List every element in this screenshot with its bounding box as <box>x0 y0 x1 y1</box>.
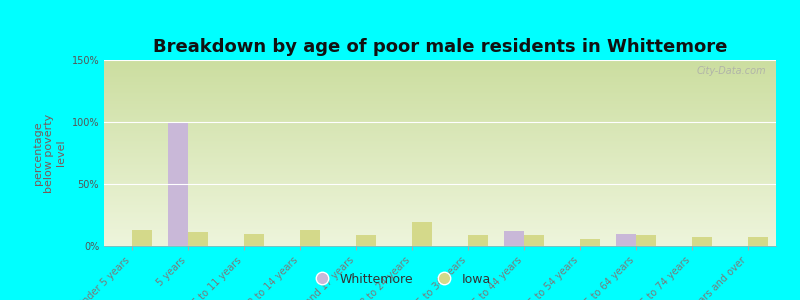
Bar <box>580 238 600 246</box>
Bar <box>244 234 264 246</box>
Legend: Whittemore, Iowa: Whittemore, Iowa <box>304 268 496 291</box>
Bar <box>468 235 487 246</box>
Bar <box>132 230 152 246</box>
Text: City-Data.com: City-Data.com <box>696 66 766 76</box>
Bar <box>188 232 208 246</box>
Bar <box>412 222 432 246</box>
Title: Breakdown by age of poor male residents in Whittemore: Breakdown by age of poor male residents … <box>153 38 727 56</box>
Bar <box>616 234 636 246</box>
Y-axis label: percentage
below poverty
level: percentage below poverty level <box>33 113 66 193</box>
Bar <box>505 231 524 246</box>
Bar <box>524 235 544 246</box>
Bar <box>300 230 320 246</box>
Bar <box>692 237 712 246</box>
Bar <box>748 237 768 246</box>
Bar <box>168 122 188 246</box>
Bar <box>636 235 656 246</box>
Bar <box>356 235 376 246</box>
